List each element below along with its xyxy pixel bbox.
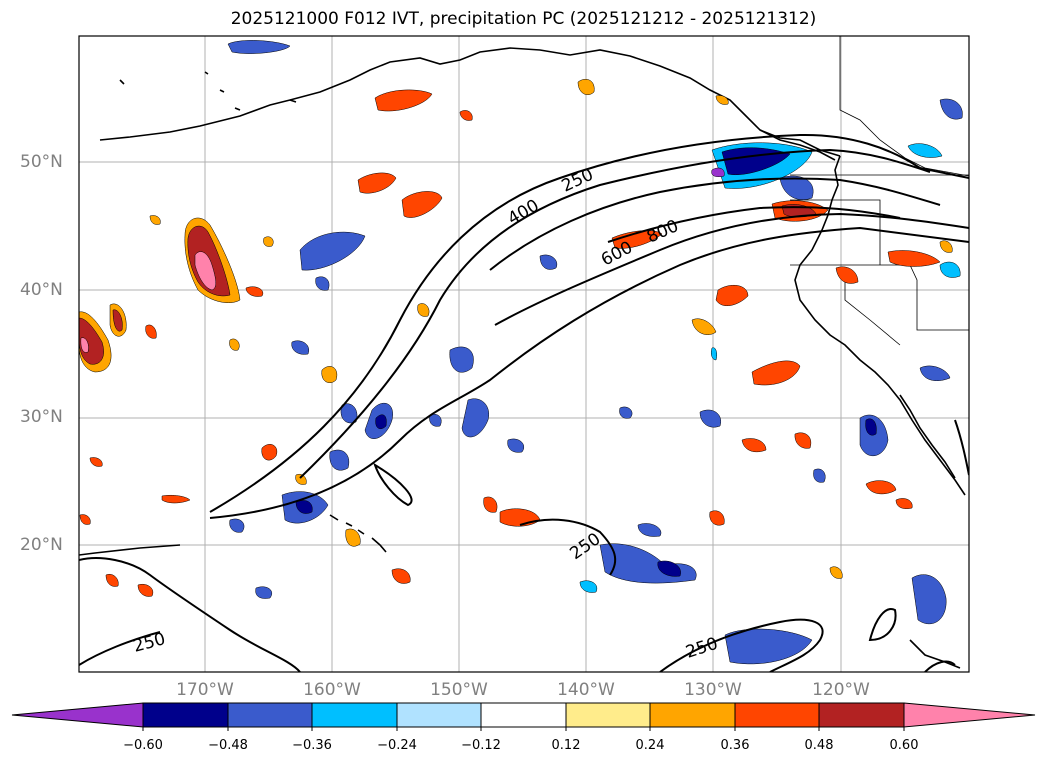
colorbar-tick-label: 0.36 [720,738,750,753]
lon-label-140w: 140°W [557,680,615,700]
colorbar-extend-max [903,702,1036,728]
map-area: 250 400 600 800 250 250 250 [79,36,969,672]
ivt-right-loop [868,608,897,642]
ivt-right-edge [954,419,969,476]
colorbar-bin [480,702,567,728]
ivt-south-loop [373,462,413,507]
colorbar-tick-label: 0.60 [889,738,919,753]
ivt-250-se [659,618,824,672]
colorbar-tick-label: 0.48 [804,738,834,753]
ivt-250-south-label-line [79,631,161,666]
colorbar [11,702,1036,731]
island-west [79,544,181,556]
mexico-coast [909,639,961,669]
ivt-right-bottom [924,660,956,672]
lon-label-150w: 150°W [430,680,488,700]
ivt-400-inner [299,148,931,479]
colorbar-tick-label: −0.36 [292,738,332,753]
figure-title: 2025121000 F012 IVT, precipitation PC (2… [230,9,817,29]
colorbar-bin [142,702,229,728]
colorbar-bin [565,702,651,728]
baja-peninsula [899,394,956,479]
alaska-coast [99,47,841,157]
ivt-label-250-mid: 250 [566,529,604,564]
ivt-250-outer [209,133,969,513]
lon-label-170w: 170°W [176,680,234,700]
lat-label-50n: 50°N [20,152,63,172]
ivt-600-south [494,212,969,326]
lat-label-40n: 40°N [20,280,63,300]
colorbar-tick-label: −0.60 [123,738,163,753]
colorbar-bin [227,702,313,728]
colorbar-bin [311,702,398,728]
ivt-label-250-southeast: 250 [683,634,720,663]
colorbar-tick-label: −0.24 [377,738,417,753]
ivt-800 [607,206,901,243]
ivt-600 [489,177,941,271]
colorbar-bin [734,702,820,728]
colorbar-bin [649,702,736,728]
colorbar-extend-min [11,702,144,728]
colorbar-tick-label: 0.12 [551,738,581,753]
lon-label-160w: 160°W [303,680,361,700]
colorbar-tick-label: −0.12 [461,738,501,753]
colorbar-tick-label: 0.24 [635,738,665,753]
lon-label-130w: 130°W [684,680,742,700]
hawaii-islands [329,514,387,553]
ivt-250-mid [519,518,617,576]
precip-negative-anomalies [227,40,963,665]
ivt-250-outer-south [209,226,969,519]
map-frame [78,35,970,673]
borders [790,36,969,346]
lon-label-120w: 120°W [812,680,870,700]
aleutian-dots [119,71,297,111]
ivt-label-250-southwest: 250 [131,629,168,657]
precip-positive-anomalies [79,79,953,597]
ivt-250-south [79,557,301,672]
colorbar-bin [396,702,482,728]
colorbar-bin [818,702,905,728]
ivt-contours [79,133,969,672]
colorbar-tick-label: −0.48 [208,738,248,753]
lat-label-20n: 20°N [20,535,63,555]
lat-label-30n: 30°N [20,407,63,427]
